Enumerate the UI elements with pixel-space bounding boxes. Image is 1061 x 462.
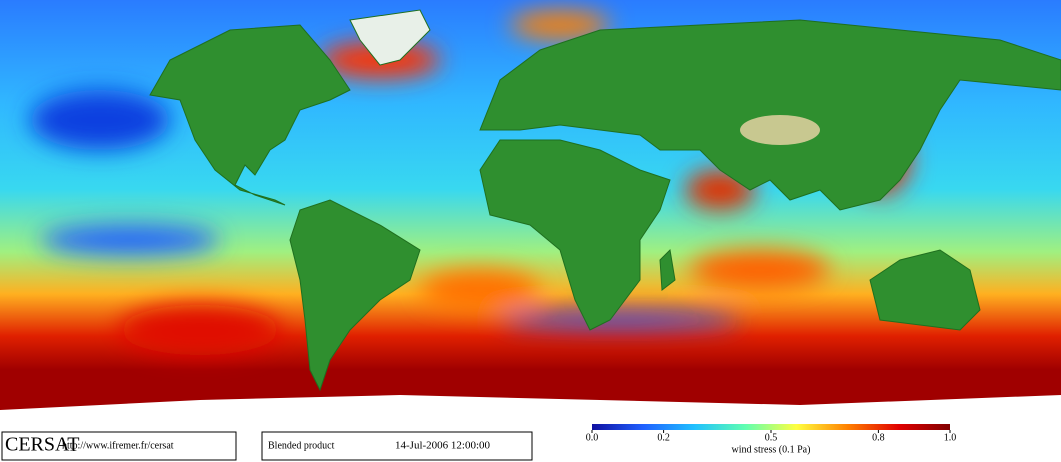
land (149, 9, 1061, 392)
url: http://www.ifremer.fr/cersat (62, 440, 174, 451)
colorbar-tick-label: 0.8 (872, 432, 885, 443)
footer: CERSAT http://www.ifremer.fr/cersat Blen… (1, 431, 533, 461)
wind-patches (30, 11, 910, 355)
colorbar-scale (592, 424, 950, 430)
colorbar-tick-label: 0.5 (765, 432, 778, 443)
colorbar: wind stress (0.1 Pa) 0.0 0.2 0.5 0.8 1.0 (586, 424, 957, 455)
product: Blended product (268, 440, 335, 451)
colorbar-tick-label: 1.0 (944, 432, 957, 443)
colorbar-tick-label: 0.0 (586, 432, 599, 443)
date: 14-Jul-2006 12:00:00 (395, 440, 491, 452)
colorbar-tick-label: 0.2 (657, 432, 670, 443)
logo-box (1, 431, 237, 461)
logo: CERSAT (5, 434, 79, 456)
product-box (261, 431, 533, 461)
colorbar-label: wind stress (0.1 Pa) (732, 444, 811, 455)
